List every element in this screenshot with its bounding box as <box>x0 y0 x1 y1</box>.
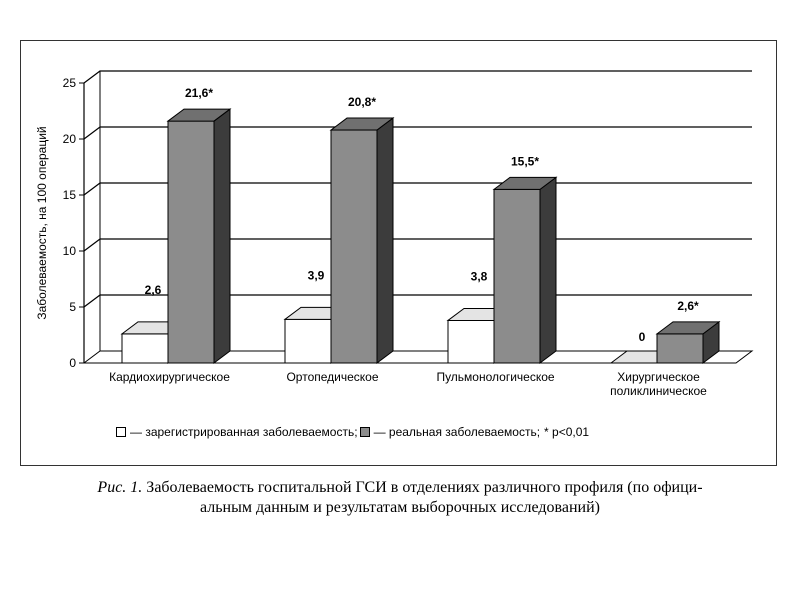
legend-swatch-real <box>359 427 370 437</box>
legend-label-real: — реальная заболеваемость; <box>373 425 541 439</box>
y-tick-label: 5 <box>69 300 76 314</box>
x-tick-label: Кардиохирургическое <box>109 370 230 384</box>
caption-line-1: Заболеваемость госпитальной ГСИ в отделе… <box>146 479 703 496</box>
gridline <box>83 126 752 140</box>
bar-side <box>376 117 394 364</box>
bar-top <box>492 176 558 190</box>
data-label: 2,6 <box>145 283 162 297</box>
data-label: 15,5* <box>511 154 539 168</box>
data-label: 3,9 <box>308 268 325 282</box>
bar-top <box>329 117 395 131</box>
bar-real <box>493 188 541 364</box>
bar-real <box>167 120 215 364</box>
legend-label-registered: — зарегистрированная заболеваемость; <box>130 425 358 439</box>
bar-real <box>330 129 378 364</box>
bar-registered <box>447 319 495 364</box>
bar-top <box>166 108 232 122</box>
y-tick-label: 10 <box>63 244 77 258</box>
bar-side <box>539 176 557 364</box>
bar-registered <box>284 318 332 364</box>
bar-side <box>213 108 231 364</box>
data-label: 21,6* <box>185 86 213 100</box>
figure-caption: Рис. 1. Заболеваемость госпитальной ГСИ … <box>20 478 780 518</box>
legend-swatch-registered <box>116 427 126 437</box>
data-label: 20,8* <box>348 95 376 109</box>
x-tick-label: поликлиническое <box>610 384 707 398</box>
x-tick-label: Пульмонологическое <box>436 370 554 384</box>
bar-top <box>655 321 721 335</box>
y-tick-label: 20 <box>63 132 77 146</box>
bar-real <box>656 333 704 364</box>
y-tick-label: 0 <box>69 356 76 370</box>
legend-note: * р<0,01 <box>544 425 590 439</box>
data-label: 2,6* <box>677 299 699 313</box>
y-axis-label: Заболеваемость, на 100 операций <box>35 126 49 319</box>
gridline <box>83 70 752 84</box>
x-tick-label: Хирургическое <box>617 370 700 384</box>
data-label: 0 <box>639 330 646 344</box>
bar-registered <box>121 333 169 364</box>
caption-line-2: альным данным и результатам выборочных и… <box>200 499 600 516</box>
figure-frame <box>20 40 777 466</box>
y-tick-label: 15 <box>63 188 77 202</box>
x-tick-label: Ортопедическое <box>286 370 378 384</box>
chart: 0 5 10 15 20 25 Заболеваемость, на 100 операци… <box>35 70 754 398</box>
y-tick-label: 25 <box>63 76 77 90</box>
data-label: 3,8 <box>471 269 488 283</box>
legend: — зарегистрированная заболеваемость; — р… <box>116 424 589 440</box>
caption-label: Рис. 1. <box>97 479 143 496</box>
